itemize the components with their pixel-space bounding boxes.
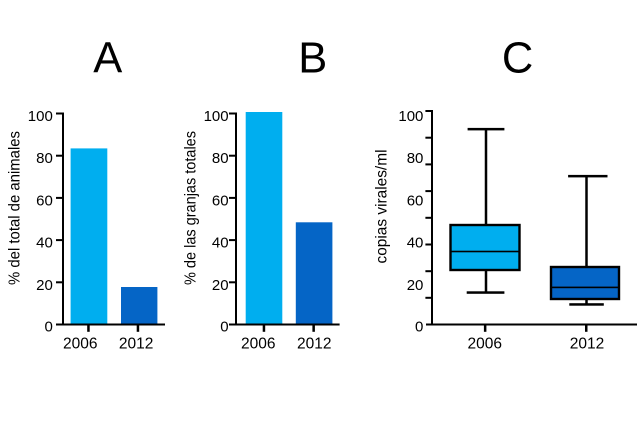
svg-text:2012: 2012	[119, 335, 153, 352]
svg-text:60: 60	[36, 192, 53, 209]
svg-text:100: 100	[28, 108, 53, 125]
svg-text:60: 60	[407, 192, 424, 209]
svg-text:20: 20	[407, 277, 424, 294]
svg-text:C: C	[502, 35, 533, 83]
svg-text:40: 40	[407, 235, 424, 252]
svg-text:% de las granjas totales: % de las granjas totales	[183, 131, 200, 285]
svg-text:40: 40	[212, 235, 229, 252]
svg-text:2006: 2006	[468, 335, 502, 352]
svg-text:% del total de animales: % del total de animales	[6, 131, 23, 285]
svg-text:0: 0	[415, 319, 423, 336]
svg-text:40: 40	[36, 235, 53, 252]
svg-text:B: B	[298, 35, 327, 83]
svg-text:80: 80	[407, 150, 424, 167]
svg-text:2006: 2006	[241, 335, 275, 352]
svg-text:2012: 2012	[297, 335, 331, 352]
svg-text:60: 60	[212, 192, 229, 209]
svg-text:0: 0	[44, 319, 52, 336]
svg-text:0: 0	[220, 319, 228, 336]
svg-text:copias virales/ml: copias virales/ml	[374, 150, 391, 264]
svg-text:A: A	[93, 35, 122, 83]
svg-text:2006: 2006	[63, 335, 97, 352]
svg-text:2012: 2012	[570, 335, 604, 352]
svg-text:80: 80	[212, 150, 229, 167]
svg-text:100: 100	[398, 108, 423, 125]
svg-text:20: 20	[212, 277, 229, 294]
svg-text:100: 100	[204, 108, 229, 125]
svg-text:80: 80	[36, 150, 53, 167]
svg-text:20: 20	[36, 277, 53, 294]
